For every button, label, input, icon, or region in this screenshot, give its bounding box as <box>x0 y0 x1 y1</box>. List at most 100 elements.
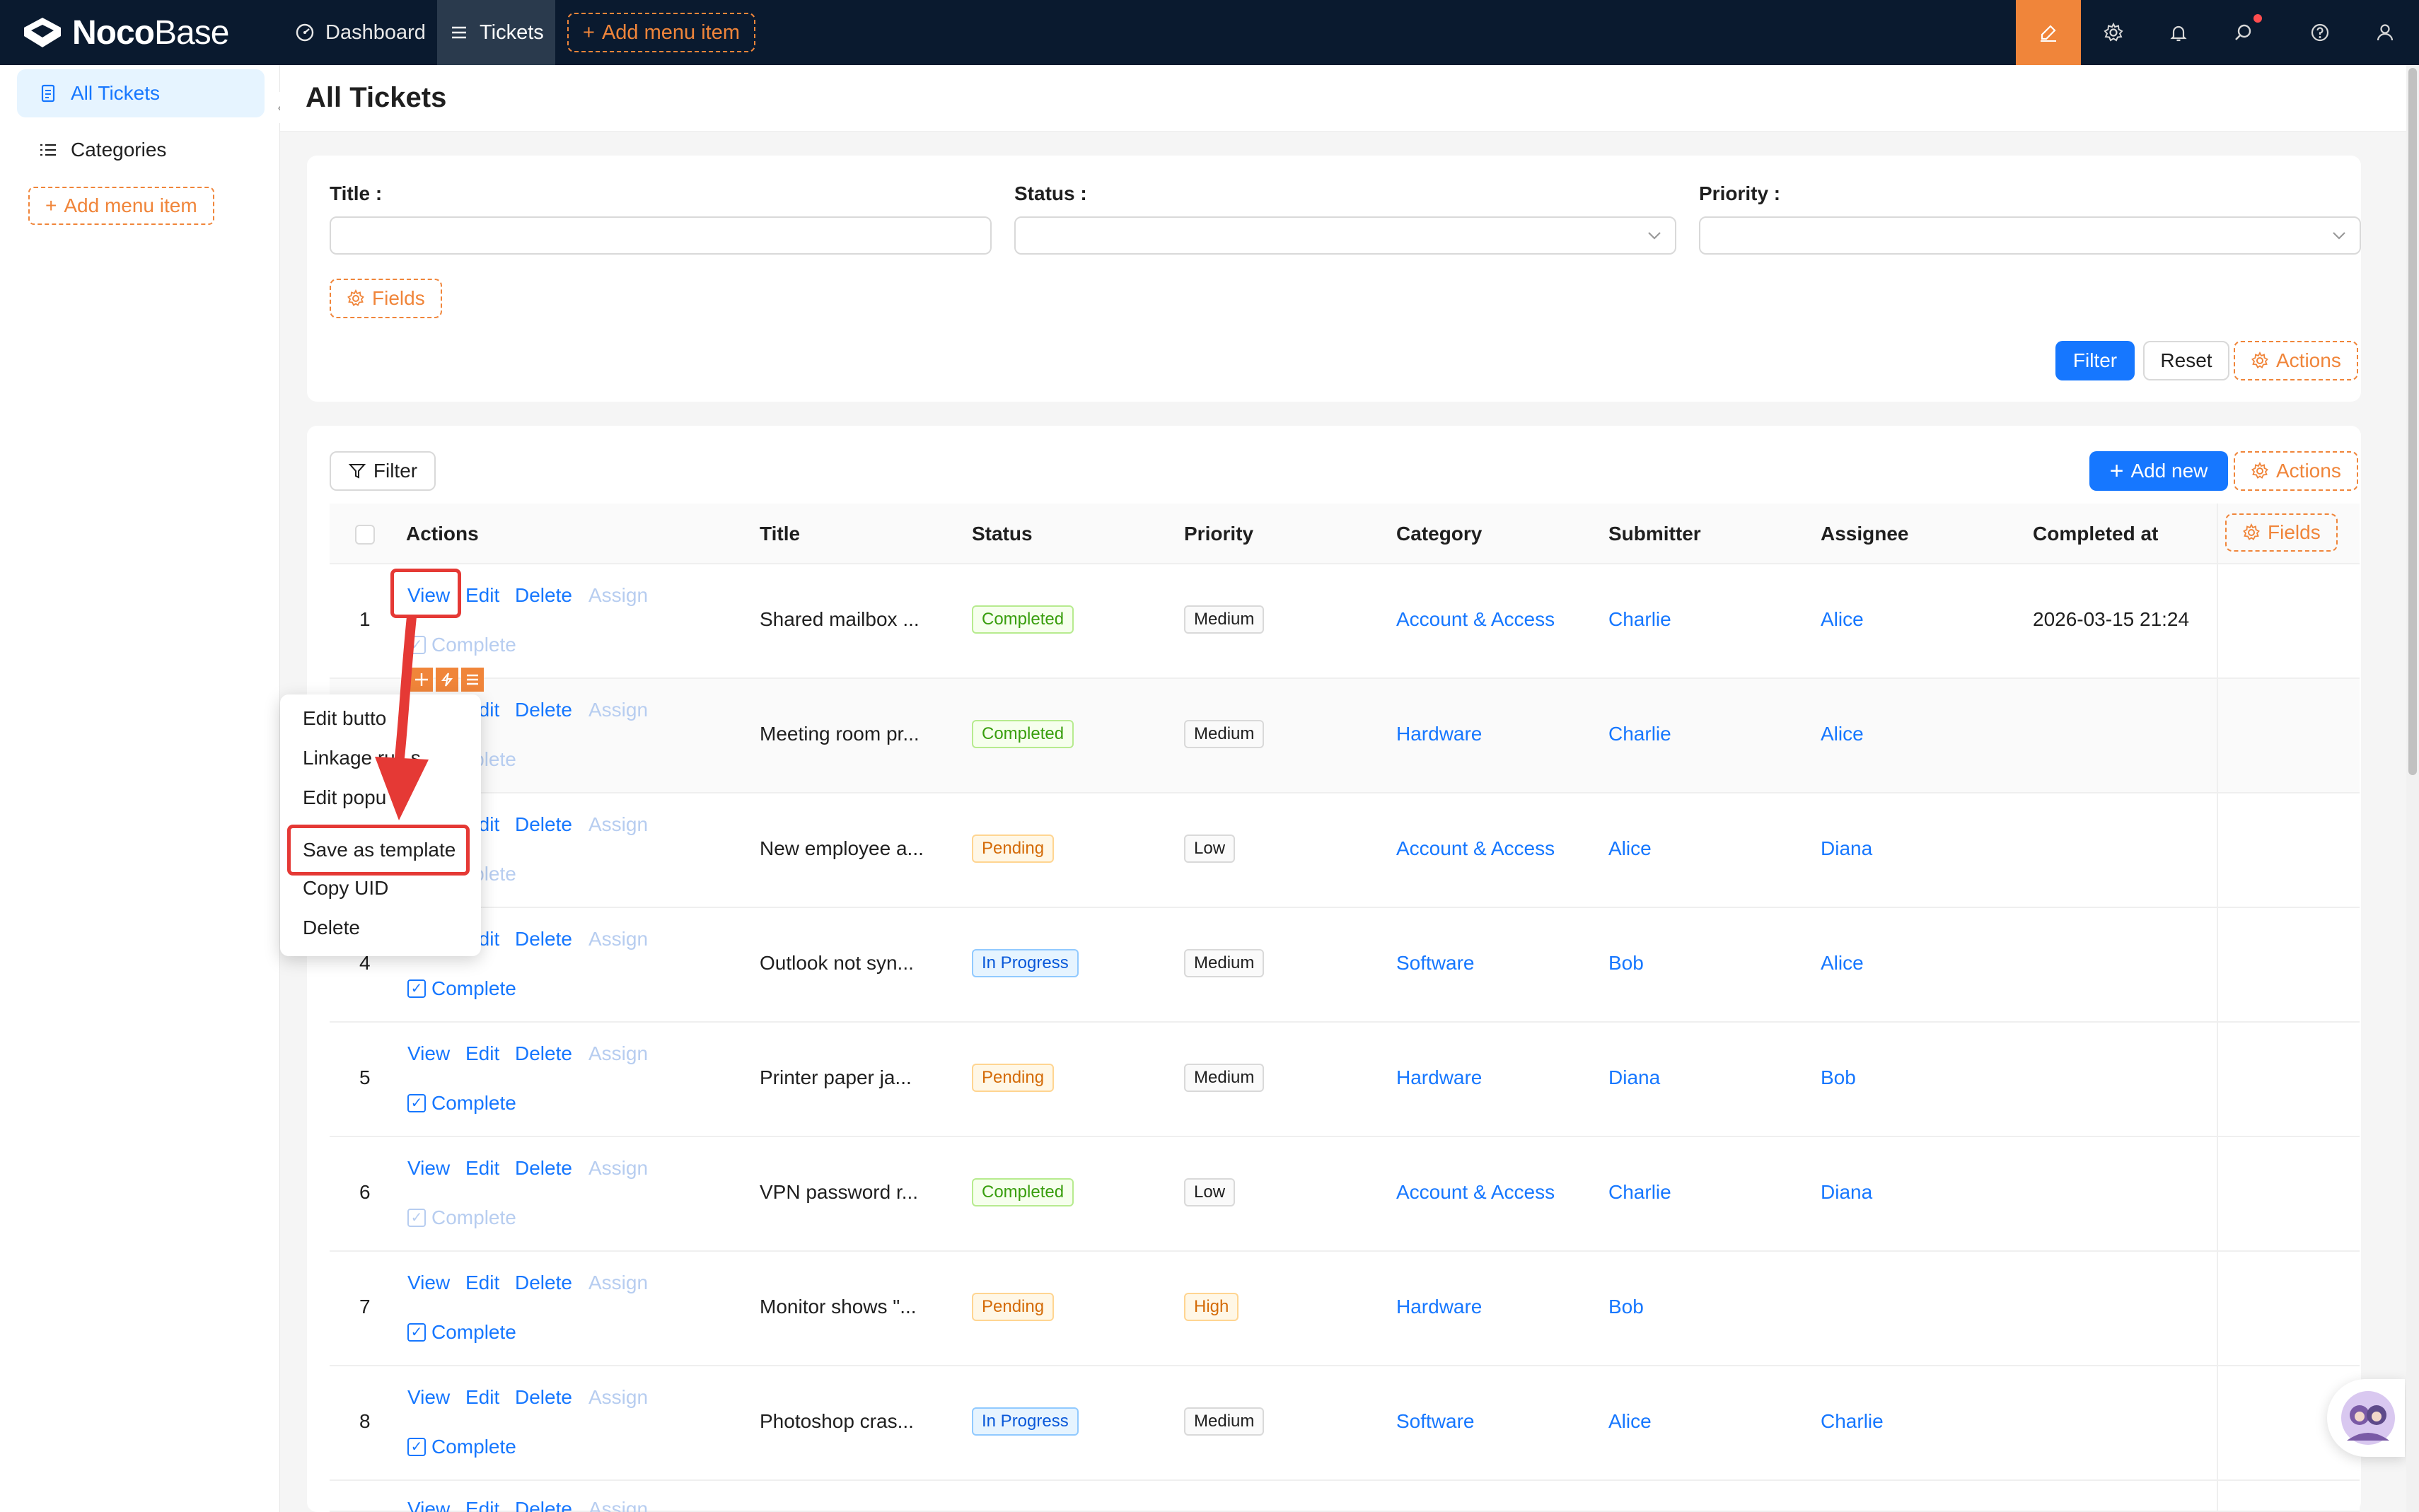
row-category-link[interactable]: Software <box>1396 952 1475 974</box>
form-actions-button[interactable]: Actions <box>2234 341 2358 380</box>
select-all-checkbox[interactable] <box>355 525 375 545</box>
menu-item-delete[interactable]: Delete <box>303 917 360 938</box>
row-category-link[interactable]: Hardware <box>1396 1066 1483 1088</box>
row-delete-link[interactable]: Delete <box>515 928 572 950</box>
row-assignee-link[interactable]: Bob <box>1821 1066 1856 1088</box>
row-delete-link[interactable]: Delete <box>515 584 572 606</box>
row-submitter-link[interactable]: Bob <box>1608 952 1644 974</box>
table-filter-button[interactable]: Filter <box>330 451 436 491</box>
row-assignee-link[interactable]: Alice <box>1821 608 1864 630</box>
row-delete-link[interactable]: Delete <box>515 1042 572 1064</box>
row-category-link[interactable]: Account & Access <box>1396 608 1555 630</box>
row-view-link[interactable]: View <box>407 584 451 606</box>
row-assignee-link[interactable]: Alice <box>1821 952 1864 974</box>
form-filter-button[interactable]: Filter <box>2055 341 2135 380</box>
row-delete-link[interactable]: Delete <box>515 1157 572 1179</box>
row-submitter-link[interactable]: Charlie <box>1608 723 1671 745</box>
column-header-title[interactable]: Title <box>760 523 801 545</box>
row-category-link[interactable]: Account & Access <box>1396 1181 1555 1203</box>
settings-menu-button[interactable] <box>461 668 484 692</box>
row-delete-link[interactable]: Delete <box>515 1498 572 1512</box>
row-category-link[interactable]: Account & Access <box>1396 837 1555 859</box>
ai-assistant-button[interactable] <box>2327 1379 2405 1457</box>
row-edit-link[interactable]: Edit <box>465 1386 500 1408</box>
row-submitter-link[interactable]: Alice <box>1608 837 1652 859</box>
menu-item-copy-uid[interactable]: Copy UID <box>303 877 389 899</box>
column-header-priority[interactable]: Priority <box>1184 523 1254 545</box>
table-row[interactable]: 6 View Edit Delete Assign ✓ Complete VPN passwo… <box>330 1137 2360 1252</box>
table-row[interactable]: 8 View Edit Delete Assign ✓ Complete Photoshop … <box>330 1366 2360 1481</box>
row-category-link[interactable]: Hardware <box>1396 723 1483 745</box>
table-row[interactable]: 1 View Edit Delete Assign ✓ Complete Shared mai… <box>330 564 2360 679</box>
row-view-link[interactable]: View <box>407 1157 451 1179</box>
row-view-link[interactable]: View <box>407 1042 451 1064</box>
sidebar-item-all-tickets[interactable]: All Tickets <box>17 69 265 117</box>
status-filter-select[interactable] <box>1014 216 1676 255</box>
row-complete-action[interactable]: ✓Complete <box>407 634 516 656</box>
priority-filter-select[interactable] <box>1699 216 2361 255</box>
row-edit-link[interactable]: Edit <box>465 1498 500 1512</box>
row-assignee-link[interactable]: Diana <box>1821 837 1873 859</box>
row-assignee-link[interactable]: Alice <box>1821 723 1864 745</box>
column-header-completed-at[interactable]: Completed at <box>2033 523 2159 545</box>
column-header-actions[interactable]: Actions <box>406 523 479 545</box>
table-row[interactable]: 3ViewEditDeleteAssign✓CompleteNew employ… <box>330 793 2360 908</box>
form-fields-button[interactable]: Fields <box>330 279 442 318</box>
table-row[interactable]: 7 View Edit Delete Assign ✓ Complete Monitor sh… <box>330 1252 2360 1366</box>
add-new-button[interactable]: + Add new <box>2089 451 2228 491</box>
row-view-link[interactable]: View <box>407 1272 451 1293</box>
settings-button[interactable] <box>2081 0 2146 65</box>
row-complete-action[interactable]: ✓Complete <box>407 1206 516 1229</box>
menu-item-save-as-template[interactable]: Save as template <box>303 839 456 861</box>
row-complete-action[interactable]: ✓Complete <box>407 1321 516 1344</box>
row-submitter-link[interactable]: Charlie <box>1608 1181 1671 1203</box>
row-complete-action[interactable]: ✓Complete <box>407 977 516 1000</box>
table-fields-button[interactable]: Fields <box>2225 513 2338 552</box>
row-complete-action[interactable]: ✓Complete <box>407 1092 516 1115</box>
notifications-button[interactable] <box>2146 0 2211 65</box>
scrollbar-thumb[interactable] <box>2408 68 2417 775</box>
logo[interactable]: NocoBase <box>21 11 229 54</box>
row-view-link[interactable]: View <box>407 1498 451 1512</box>
title-filter-input[interactable] <box>330 216 992 255</box>
row-submitter-link[interactable]: Alice <box>1608 1410 1652 1432</box>
row-delete-link[interactable]: Delete <box>515 813 572 835</box>
row-category-link[interactable]: Software <box>1396 1410 1475 1432</box>
row-edit-link[interactable]: Edit <box>465 584 500 606</box>
help-button[interactable] <box>2287 0 2353 65</box>
row-category-link[interactable]: Hardware <box>1396 1296 1483 1318</box>
sidebar-add-menu-item-button[interactable]: + Add menu item <box>28 187 214 225</box>
row-edit-link[interactable]: Edit <box>465 1157 500 1179</box>
menu-item-edit-button[interactable]: Edit butto <box>303 707 387 729</box>
table-row[interactable]: 5 View Edit Delete Assign ✓ Complete Printer pa… <box>330 1023 2360 1137</box>
row-edit-link[interactable]: Edit <box>465 1272 500 1293</box>
drag-handle[interactable] <box>410 668 433 692</box>
nav-dashboard[interactable]: Dashboard <box>283 0 437 65</box>
row-view-link[interactable]: View <box>407 1386 451 1408</box>
form-reset-button[interactable]: Reset <box>2143 341 2229 380</box>
row-delete-link[interactable]: Delete <box>515 1272 572 1293</box>
page-scrollbar[interactable] <box>2406 65 2419 1512</box>
row-delete-link[interactable]: Delete <box>515 1386 572 1408</box>
row-submitter-link[interactable]: Charlie <box>1608 608 1671 630</box>
ui-editor-button[interactable] <box>2016 0 2081 65</box>
menu-item-edit-popup[interactable]: Edit popu <box>303 786 387 808</box>
header-add-menu-item-button[interactable]: + Add menu item <box>567 13 755 52</box>
column-header-assignee[interactable]: Assignee <box>1821 523 1909 545</box>
search-button[interactable] <box>2211 0 2276 65</box>
user-menu-button[interactable] <box>2353 0 2418 65</box>
sidebar-item-categories[interactable]: Categories <box>17 126 265 174</box>
row-assignee-link[interactable]: Charlie <box>1821 1410 1884 1432</box>
column-header-category[interactable]: Category <box>1396 523 1483 545</box>
row-complete-action[interactable]: ✓Complete <box>407 1436 516 1458</box>
row-delete-link[interactable]: Delete <box>515 699 572 721</box>
column-header-submitter[interactable]: Submitter <box>1608 523 1701 545</box>
linkage-button[interactable] <box>436 668 458 692</box>
row-submitter-link[interactable]: Bob <box>1608 1296 1644 1318</box>
table-actions-button[interactable]: Actions <box>2234 451 2358 491</box>
row-submitter-link[interactable]: Diana <box>1608 1066 1661 1088</box>
row-edit-link[interactable]: Edit <box>465 1042 500 1064</box>
column-header-status[interactable]: Status <box>972 523 1033 545</box>
row-assignee-link[interactable]: Diana <box>1821 1181 1873 1203</box>
